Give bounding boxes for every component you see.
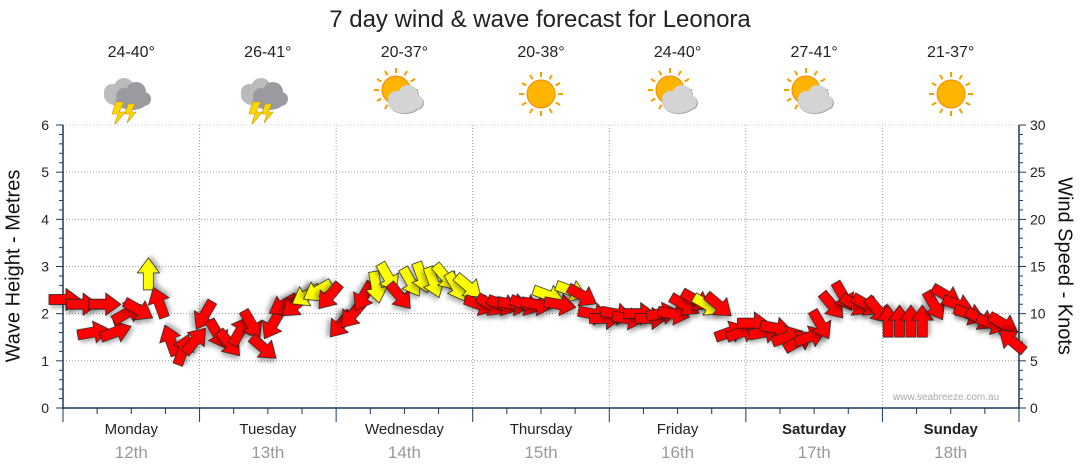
tick-label-left: 3 [41,259,49,275]
wind-arrow [98,320,132,343]
tick-label-left: 6 [41,117,49,133]
wind-arrow [565,282,597,307]
storm-icon [233,68,303,127]
tick-label-right: 5 [1030,353,1038,369]
chart-title: 7 day wind & wave forecast for Leonora [329,6,751,33]
y-axis-left-label: Wave Height - Metres [2,169,25,363]
wind-arrow [180,327,206,357]
tick-label-right: 15 [1030,259,1046,275]
day-name: Saturday [782,421,847,438]
lightning-shape [124,103,137,124]
tick-label-right: 0 [1030,400,1038,416]
sun-shape [518,72,563,116]
wind-arrow [147,286,170,320]
day-name: Sunday [923,421,978,438]
wind-arrow [998,329,1028,356]
day-name: Monday [104,421,158,438]
day-date: 15th [524,443,558,462]
partly-cloudy-icon [779,68,849,120]
lightning-shape [111,101,126,127]
day-temp-range: 27-41° [790,44,838,61]
storm-icon [96,68,166,127]
wind-arrow [807,307,832,340]
cloud-shape [252,82,288,110]
day-temp-range: 24-40° [107,44,155,61]
wind-arrow [318,280,344,310]
tick-label-right: 25 [1030,164,1046,180]
day-name: Wednesday [364,421,444,438]
day-temp-range: 24-40° [653,44,702,61]
wind-arrow [121,297,154,321]
sunny-icon [916,68,986,120]
wind-arrow [702,290,732,317]
day-date: 16th [661,443,695,462]
wind-arrow [65,292,99,316]
wind-arrow [364,270,389,304]
day-name: Friday [656,421,699,438]
wind-arrow [398,265,422,297]
partly-cloudy-icon [643,68,713,120]
lightning-shape [248,101,263,127]
tick-label-right: 10 [1030,306,1046,322]
wind-arrow [542,293,577,317]
tick-label-left: 5 [41,164,49,180]
day-date: 18th [934,443,968,462]
axes: 0 1 2 3 4 5 6 0 5 10 15 20 25 30 [41,117,1046,422]
day-temp-range: 21-37° [927,44,975,61]
cloud-shape [798,85,834,113]
watermark: www.seabreeze.com.au [893,392,1000,403]
day-date: 14th [387,443,421,462]
partly-cloudy-icon [369,68,439,120]
grid [62,124,1020,409]
wind-arrow [88,292,122,316]
lightning-shape [261,103,274,124]
wind-arrow [136,257,161,291]
wind-arrow [422,265,445,299]
wind-arrows [48,257,1028,367]
day-name: Tuesday [239,421,297,438]
day-date: 13th [251,443,285,462]
wind-arrow [921,289,946,321]
wind-arrow [238,307,263,340]
tick-label-left: 2 [41,306,49,322]
tick-label-right: 20 [1030,211,1046,227]
day-date: 12th [114,443,148,462]
wind-arrow [385,280,411,310]
tick-label-left: 0 [41,400,49,416]
day-temp-range: 26-41° [244,44,292,61]
day-date: 17th [797,443,831,462]
day-name: Thursday [509,421,573,438]
y-axis-right-label: Wind Speed - Knots [1053,177,1076,355]
sun-shape [928,72,973,116]
tick-label-left: 1 [41,353,49,369]
wind-arrow [353,279,377,311]
cloud-shape [388,85,424,113]
sunny-icon [506,68,576,120]
day-temp-range: 20-37° [380,44,429,61]
day-temp-range: 20-38° [517,44,565,61]
tick-label-right: 30 [1030,117,1046,133]
wind-arrow [247,333,277,359]
cloud-shape [116,82,152,110]
tick-label-left: 4 [41,211,49,227]
cloud-shape [661,85,697,113]
